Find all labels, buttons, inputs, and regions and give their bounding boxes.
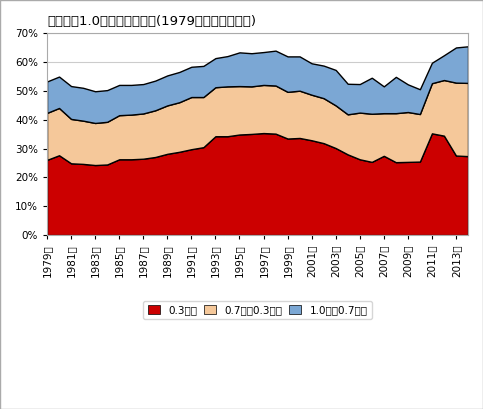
- Text: 裸眼視力1.0未満の者の推移(1979年～、高等学校): 裸眼視力1.0未満の者の推移(1979年～、高等学校): [47, 15, 256, 28]
- Legend: 0.3未満, 0.7未満0.3以上, 1.0未満0.7以上: 0.3未満, 0.7未満0.3以上, 1.0未満0.7以上: [143, 301, 372, 319]
